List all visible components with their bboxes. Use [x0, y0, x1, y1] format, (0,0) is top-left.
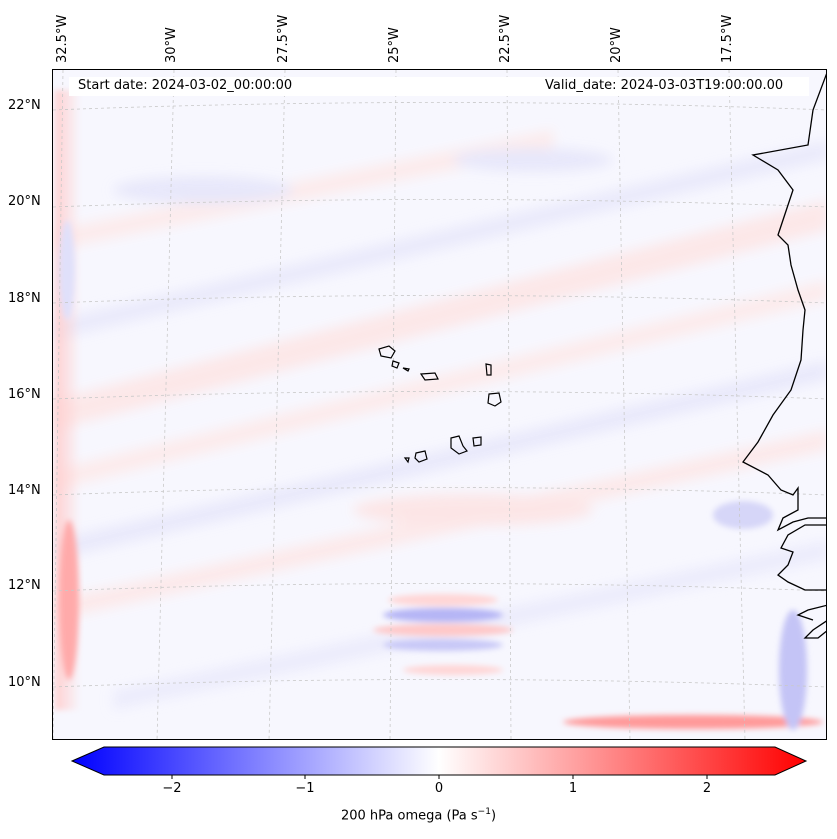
colorbar-tick-neg1: −1: [295, 781, 315, 796]
colorbar: [70, 746, 808, 779]
lat-label-22n: 22°N: [8, 98, 41, 113]
start-date-label: Start date: 2024-03-02_00:00:00: [78, 78, 293, 93]
colorbar-label-exponent: −1: [477, 807, 491, 817]
valid-date-label: Valid_date: 2024-03-03T19:00:00.00: [545, 78, 784, 93]
cape-verde-islands: [378, 345, 502, 464]
lat-label-20n: 20°N: [8, 194, 41, 209]
lat-label-12n: 12°N: [8, 578, 41, 593]
africa-coastline: [742, 73, 826, 639]
lon-label-32.5w: 32.5°W: [55, 14, 70, 63]
map-panel: [52, 69, 827, 740]
southern-wave-packet: [373, 501, 823, 730]
colorbar-label-suffix: ): [490, 808, 497, 824]
lon-label-27.5w: 27.5°W: [276, 14, 291, 63]
lon-label-30w: 30°W: [164, 27, 179, 63]
colorbar-label-prefix: 200 hPa omega (Pa s: [340, 808, 478, 824]
omega-banding: [53, 130, 826, 710]
colorbar-tick-2: 2: [702, 781, 712, 796]
west-boundary-signal: [55, 90, 81, 710]
colorbar-bar: [70, 746, 808, 776]
lat-label-16n: 16°N: [8, 387, 41, 402]
lon-label-20w: 20°W: [609, 27, 624, 63]
lon-label-25w: 25°W: [387, 27, 402, 63]
colorbar-tick-1: 1: [568, 781, 578, 796]
colorbar-tick-marks: [171, 775, 708, 779]
header-band: [69, 77, 809, 96]
lat-label-14n: 14°N: [8, 483, 41, 498]
omega-field: [53, 70, 826, 739]
colorbar-label: 200 hPa omega (Pa s−1): [0, 807, 837, 823]
graticule: [53, 70, 826, 739]
lon-label-22.5w: 22.5°W: [498, 14, 513, 63]
colorbar-tick-0: 0: [434, 781, 444, 796]
lat-label-10n: 10°N: [8, 675, 41, 690]
lon-label-17.5w: 17.5°W: [720, 14, 735, 63]
colorbar-tick-neg2: −2: [162, 781, 182, 796]
lat-label-18n: 18°N: [8, 291, 41, 306]
